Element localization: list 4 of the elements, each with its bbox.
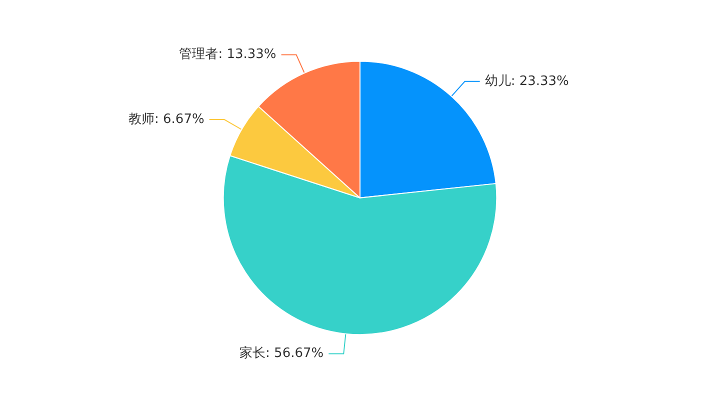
- slice-label: 教师: 6.67%: [128, 112, 204, 128]
- slice-label: 家长: 56.67%: [240, 345, 324, 362]
- slice-label: 管理者: 13.33%: [179, 47, 276, 62]
- slice-label: 幼儿: 23.33%: [484, 74, 569, 89]
